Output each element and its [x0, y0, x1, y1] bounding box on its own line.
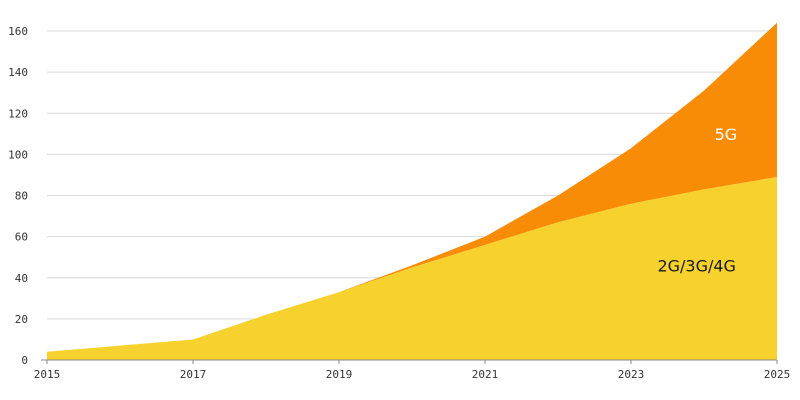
x-tick-label: 2023: [618, 368, 645, 381]
area-series-5g: [47, 22, 777, 352]
series-label-2g-3g-4g: 2G/3G/4G: [657, 256, 736, 275]
area-series-2g-3g-4g: [47, 176, 777, 360]
axes: 0 20 40 60 80 100 120 140 160 2015 2017 2019 2021 202…: [8, 25, 790, 381]
y-tick-label: 160: [8, 25, 28, 38]
grid-lines: [47, 30, 777, 320]
x-tick-label: 2021: [472, 368, 499, 381]
series-label-5g: 5G: [715, 125, 738, 144]
x-tick-label: 2015: [34, 368, 61, 381]
x-tick-label: 2017: [180, 368, 207, 381]
y-tick-label: 120: [8, 107, 28, 120]
y-tick-label: 40: [15, 272, 28, 285]
y-tick-label: 0: [21, 354, 28, 367]
series-labels: 2G/3G/4G 5G: [657, 125, 737, 276]
y-tick-label: 80: [15, 190, 28, 203]
x-tick-label: 2025: [764, 368, 791, 381]
y-tick-label: 140: [8, 66, 28, 79]
x-tick-label: 2019: [326, 368, 353, 381]
y-tick-label: 60: [15, 231, 28, 244]
y-tick-label: 100: [8, 148, 28, 161]
areas: [47, 22, 777, 360]
y-tick-label: 20: [15, 313, 28, 326]
